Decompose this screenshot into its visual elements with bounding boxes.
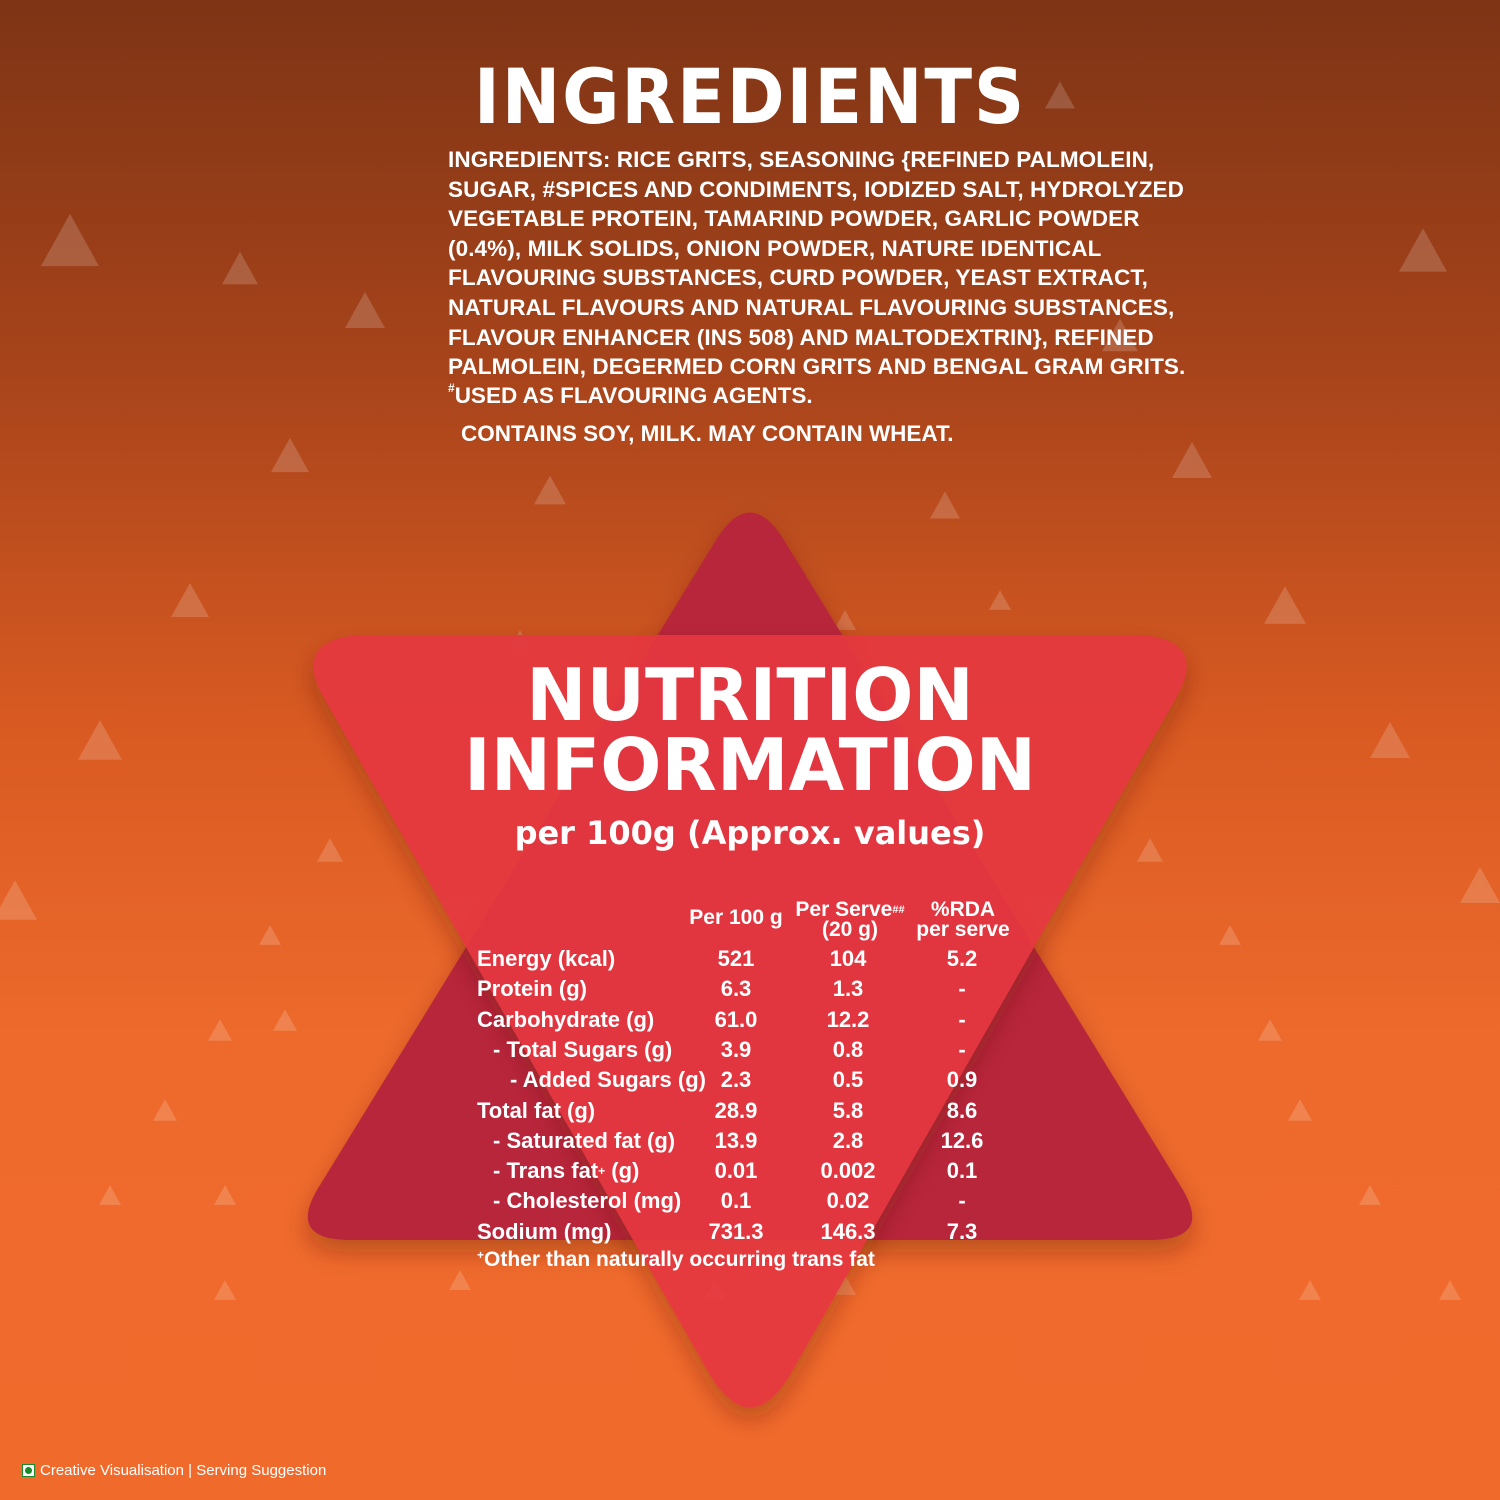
value-per-100g: 13.9	[714, 1127, 758, 1153]
column-header-rda-text: %RDA	[930, 898, 996, 921]
column-header-serve-size: (20 g)	[821, 918, 878, 941]
table-row: Sodium (mg) 731.3 146.3 7.3	[0, 1219, 1500, 1249]
ingredients-line: VEGETABLE PROTEIN, TAMARIND POWDER, GARL…	[448, 206, 1140, 232]
nutrient-label: Protein (g)	[477, 976, 587, 1002]
table-row: Protein (g) 6.3 1.3 -	[0, 976, 1500, 1006]
column-header-per-serve-text: Per Serve	[795, 898, 893, 921]
table-row: Total fat (g) 28.9 5.8 8.6	[0, 1098, 1500, 1128]
table-row: - Added Sugars (g) 2.3 0.5 0.9	[0, 1067, 1500, 1097]
value-per-100g: 61.0	[714, 1006, 758, 1032]
nutrient-label-text: - Total Sugars (g)	[493, 1036, 673, 1062]
table-row: - Cholesterol (mg) 0.1 0.02 -	[0, 1188, 1500, 1218]
note-text: USED AS FLAVOURING AGENTS.	[454, 383, 813, 408]
value-rda: -	[958, 1188, 966, 1214]
value-per-serve: 5.8	[832, 1097, 864, 1123]
footer-text: Creative Visualisation | Serving Suggest…	[40, 1462, 327, 1479]
value-per-100g: 0.01	[714, 1158, 758, 1184]
note-mark: #	[448, 381, 455, 395]
value-rda: 5.2	[946, 946, 978, 971]
nutrient-label-text: - Added Sugars (g)	[510, 1067, 706, 1093]
ingredients-line: NATURAL FLAVOURS AND NATURAL FLAVOURING …	[448, 294, 1175, 320]
value-per-serve: 2.8	[832, 1127, 864, 1153]
ingredients-line: FLAVOURING SUBSTANCES, CURD POWDER, YEAS…	[448, 265, 1149, 291]
flavouring-agents-note: #USED AS FLAVOURING AGENTS.	[448, 381, 813, 409]
nutrient-label-text: Total fat (g)	[477, 1097, 596, 1123]
ingredients-text: INGREDIENTS: RICE GRITS, SEASONING {REFI…	[448, 145, 1186, 382]
nutrition-subtitle: per 100g (Approx. values)	[514, 814, 986, 852]
value-rda: -	[958, 1036, 966, 1062]
value-per-100g: 521	[717, 946, 755, 971]
nutrient-label: Energy (kcal)	[477, 946, 615, 972]
ingredients-line: PALMOLEIN, DEGERMED CORN GRITS AND BENGA…	[448, 354, 1186, 380]
value-per-100g: 2.3	[720, 1067, 752, 1093]
column-header-rda: %RDA per serve	[908, 898, 1018, 941]
table-row: Energy (kcal) 521 104 5.2	[0, 946, 1500, 976]
nutrient-label-mark: +	[598, 1164, 606, 1179]
ingredients-title: INGREDIENTS	[473, 52, 1027, 141]
ingredients-line: FLAVOUR ENHANCER (INS 508) AND MALTODEXT…	[448, 324, 1154, 350]
nutrient-label-text: Sodium (mg)	[477, 1218, 612, 1244]
nutrient-label: - Cholesterol (mg)	[493, 1188, 681, 1214]
value-per-serve: 0.002	[820, 1158, 876, 1184]
column-header-per-100g-text: Per 100 g	[689, 906, 783, 929]
nutrient-label: - Saturated fat (g)	[493, 1128, 675, 1154]
nutrient-label-text: Protein (g)	[477, 976, 587, 1002]
value-per-serve: 0.5	[832, 1067, 864, 1093]
nutrient-label: - Total Sugars (g)	[493, 1037, 672, 1063]
value-per-100g: 6.3	[720, 976, 752, 1002]
value-per-100g: 3.9	[720, 1036, 752, 1062]
column-header-per-100g: Per 100 g	[686, 906, 786, 929]
value-per-100g: 28.9	[714, 1097, 758, 1123]
ingredients-line: INGREDIENTS: RICE GRITS, SEASONING {REFI…	[448, 147, 1155, 172]
value-rda: -	[958, 1006, 966, 1032]
table-row: - Trans fat+ (g) 0.01 0.002 0.1	[0, 1158, 1500, 1188]
nutrient-label: Total fat (g)	[477, 1098, 595, 1124]
footnote-text: Other than naturally occurring trans fat	[484, 1248, 875, 1271]
front-chip-triangle	[313, 635, 1187, 1408]
veg-mark-icon	[22, 1464, 35, 1477]
nutrient-label-text: - Saturated fat (g)	[493, 1127, 676, 1153]
value-per-serve: 146.3	[820, 1218, 876, 1244]
nutrient-label: Carbohydrate (g)	[477, 1007, 654, 1033]
value-per-serve: 0.02	[826, 1188, 870, 1214]
table-row: Carbohydrate (g) 61.0 12.2 -	[0, 1007, 1500, 1037]
column-header-per-serve: Per Serve## (20 g)	[790, 898, 910, 941]
nutrient-label-text: Energy (kcal)	[477, 946, 616, 971]
value-per-serve: 0.8	[832, 1036, 864, 1062]
value-rda: -	[958, 976, 966, 1002]
nutrition-title-line1: NUTRITION	[526, 653, 974, 737]
table-row: - Total Sugars (g) 3.9 0.8 -	[0, 1037, 1500, 1067]
nutrition-title-line2: INFORMATION	[463, 723, 1037, 807]
ingredients-line: SUGAR, #SPICES AND CONDIMENTS, IODIZED S…	[448, 176, 1184, 202]
footnote-mark: +	[477, 1248, 485, 1262]
serve-footnote-mark: ##	[892, 904, 905, 916]
value-rda: 7.3	[946, 1218, 978, 1244]
value-rda: 8.6	[946, 1097, 978, 1123]
nutrient-label-text: - Cholesterol (mg)	[493, 1188, 682, 1214]
trans-fat-footnote: +Other than naturally occurring trans fa…	[477, 1248, 875, 1272]
value-per-serve: 12.2	[826, 1006, 870, 1032]
ingredients-line: (0.4%), MILK SOLIDS, ONION POWDER, NATUR…	[448, 235, 1102, 261]
nutrient-label: - Added Sugars (g)	[510, 1067, 706, 1093]
nutrient-label: Sodium (mg)	[477, 1219, 611, 1245]
value-per-serve: 104	[829, 946, 867, 971]
value-rda: 12.6	[940, 1127, 984, 1153]
value-per-100g: 0.1	[720, 1188, 752, 1214]
nutrient-label-text: - Trans fat	[493, 1158, 599, 1184]
nutrient-label-text: Carbohydrate (g)	[477, 1006, 655, 1032]
nutrient-label: - Trans fat+ (g)	[493, 1158, 639, 1184]
value-per-serve: 1.3	[832, 976, 864, 1002]
allergen-statement: CONTAINS SOY, MILK. MAY CONTAIN WHEAT.	[461, 421, 954, 446]
column-header-rda-sub: per serve	[916, 918, 1010, 941]
footer-disclaimer: Creative Visualisation | Serving Suggest…	[22, 1462, 326, 1479]
value-per-100g: 731.3	[708, 1218, 764, 1244]
value-rda: 0.1	[946, 1158, 978, 1184]
nutrient-label-unit: (g)	[605, 1158, 640, 1184]
table-row: - Saturated fat (g) 13.9 2.8 12.6	[0, 1128, 1500, 1158]
value-rda: 0.9	[946, 1067, 978, 1093]
